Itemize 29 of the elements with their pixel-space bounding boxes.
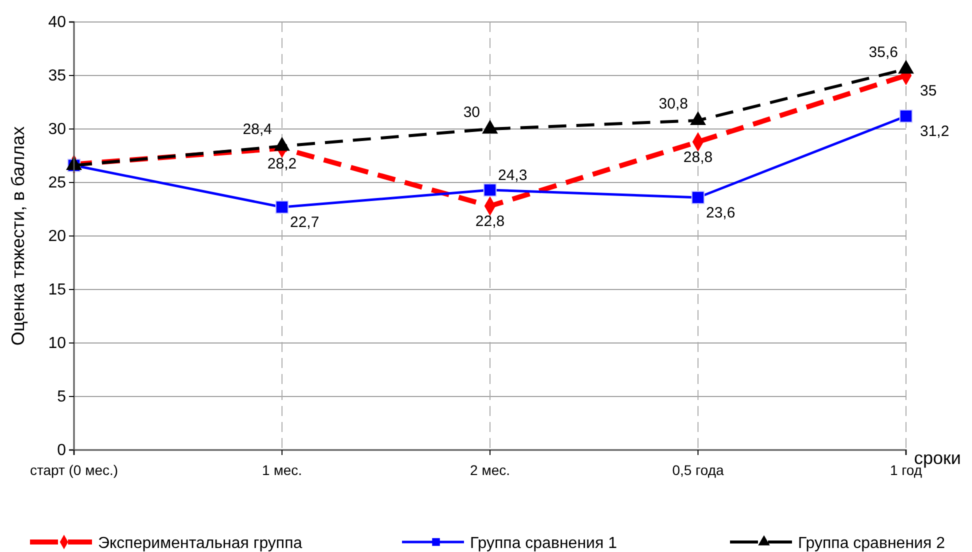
y-tick-label: 30 (48, 121, 66, 138)
data-label: 30 (463, 104, 480, 121)
data-label: 28,8 (683, 148, 713, 166)
data-label: 35,6 (868, 44, 898, 62)
legend-label: Экспериментальная группа (98, 535, 302, 552)
x-tick-label: 0,5 года (672, 462, 724, 478)
y-tick-label: 5 (57, 388, 66, 406)
y-tick-label: 35 (48, 68, 66, 85)
x-tick-label: старт (0 мес.) (30, 462, 118, 478)
y-axis-title: Оценка тяжести, в баллах (8, 126, 28, 346)
data-label: 30,8 (658, 95, 688, 112)
data-label: 35 (920, 82, 937, 100)
x-tick-label: 2 мес. (470, 462, 510, 478)
x-tick-label: 1 мес. (262, 462, 302, 478)
y-tick-label: 10 (48, 335, 66, 352)
y-tick-label: 25 (48, 174, 66, 192)
y-tick-label: 20 (48, 228, 66, 246)
y-tick-label: 15 (48, 282, 66, 299)
data-label: 23,6 (706, 204, 736, 222)
data-label: 22,7 (290, 214, 320, 232)
data-label: 24,3 (498, 166, 528, 184)
data-label: 28,4 (242, 121, 272, 138)
data-label: 28,2 (267, 155, 297, 172)
legend-label: Группа сравнения 2 (798, 535, 946, 552)
data-label: 31,2 (920, 123, 950, 140)
y-tick-label: 0 (57, 442, 66, 460)
y-tick-label: 40 (48, 14, 66, 32)
legend-label: Группа сравнения 1 (470, 535, 618, 552)
data-label: 22,8 (475, 213, 505, 230)
